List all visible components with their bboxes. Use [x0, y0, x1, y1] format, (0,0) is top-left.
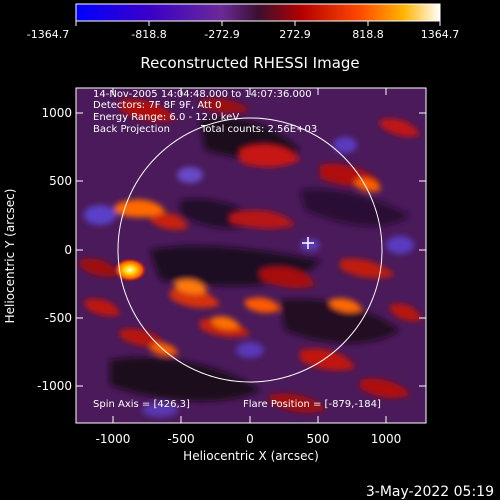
spin-axis: Spin Axis = [426,3]: [93, 399, 190, 410]
plot-frame: [75, 87, 427, 424]
x-tick-label: -1000: [96, 432, 131, 446]
x-tick-label: 500: [307, 432, 330, 446]
x-tick-label: 1000: [371, 432, 402, 446]
y-ticks: [76, 112, 426, 387]
y-tick-label: 0: [64, 243, 72, 257]
colorbar-tick-label: -818.8: [131, 28, 166, 41]
x-tick-label: -500: [167, 432, 194, 446]
colorbar-ticks: [75, 21, 441, 26]
y-tick-label: 1000: [41, 106, 72, 120]
x-tick-label: 0: [246, 432, 254, 446]
rhessi-image: [76, 88, 426, 423]
x-ticks: [112, 88, 387, 423]
colorbar-tick-label: 1364.7: [421, 28, 460, 41]
solar-limb: [117, 117, 383, 383]
spin-axis-marker: [302, 237, 314, 249]
method: Back Projection: [93, 124, 170, 135]
colorbar-tick-label: 272.9: [279, 28, 311, 41]
colorbar-tick-label: 818.8: [352, 28, 384, 41]
plot-title: Reconstructed RHESSI Image: [140, 54, 359, 72]
energy-range: Energy Range: 6.0 - 12.0 keV: [93, 112, 239, 123]
flare-position: Flare Position = [-879,-184]: [243, 399, 381, 410]
y-tick-label: 500: [49, 174, 72, 188]
footer-date: 3-May-2022 05:19: [366, 484, 494, 500]
x-axis-label: Heliocentric X (arcsec): [183, 449, 319, 463]
time-range: 14-Nov-2005 14:04:48.000 to 14:07:36.000: [93, 89, 312, 100]
colorbar-tick-label: -272.9: [204, 28, 239, 41]
detectors: Detectors: 7F 8F 9F, Att 0: [93, 100, 221, 111]
total-counts: Total counts: 2.56E+03: [200, 124, 317, 135]
y-tick-label: -1000: [37, 379, 72, 393]
colorbar: [75, 3, 441, 22]
colorbar-tick-label: -1364.7: [27, 28, 69, 41]
y-axis-label: Heliocentric Y (arcsec): [3, 189, 17, 324]
y-tick-label: -500: [45, 311, 72, 325]
